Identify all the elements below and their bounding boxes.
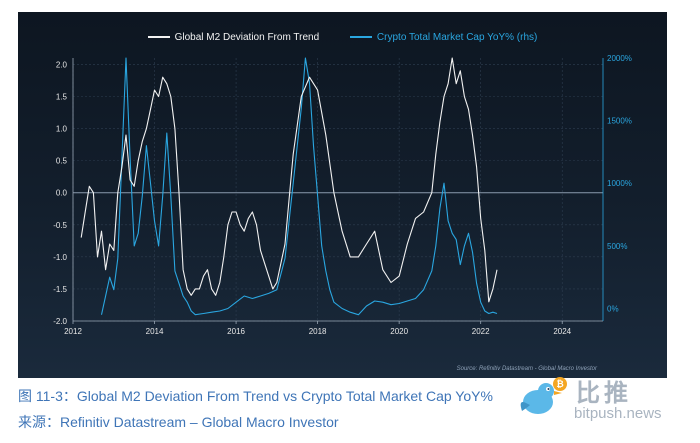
- bitpush-watermark: ₿ 比推 bitpush.news: [516, 373, 686, 433]
- left-tick-label: 1.5: [56, 92, 68, 101]
- watermark-brand-cn: 比推: [576, 380, 632, 407]
- source-caption: 来源：Refinitiv Datastream – Global Macro I…: [18, 414, 339, 430]
- legend-swatch-crypto: [349, 36, 372, 38]
- left-tick-label: -1.0: [53, 253, 67, 262]
- left-tick-label: -2.0: [53, 317, 67, 326]
- x-tick-label: 2016: [227, 327, 245, 336]
- left-tick-label: -1.5: [53, 285, 67, 294]
- x-tick-label: 2014: [146, 327, 164, 336]
- figure-caption: 图 11-3：Global M2 Deviation From Trend vs…: [18, 388, 493, 404]
- left-tick-label: 2.0: [56, 60, 68, 69]
- legend-label-m2: Global M2 Deviation From Trend: [174, 31, 320, 43]
- series-line-crypto: [100, 57, 498, 316]
- left-tick-label: -0.5: [53, 221, 67, 230]
- series-line-m2: [80, 57, 498, 303]
- legend-item-crypto: Crypto Total Market Cap YoY% (rhs): [349, 31, 538, 43]
- x-tick-label: 2012: [64, 327, 82, 336]
- chart-legend: Global M2 Deviation From Trend Crypto To…: [18, 30, 667, 43]
- right-tick-label: 2000%: [607, 54, 632, 63]
- left-tick-label: 0.0: [56, 189, 68, 198]
- x-tick-label: 2022: [472, 327, 490, 336]
- right-tick-label: 500%: [607, 242, 627, 251]
- legend-item-m2: Global M2 Deviation From Trend: [147, 31, 320, 43]
- x-tick-label: 2024: [553, 327, 571, 336]
- right-tick-label: 0%: [607, 304, 619, 313]
- right-tick-label: 1500%: [607, 117, 632, 126]
- svg-text:₿: ₿: [556, 379, 563, 389]
- legend-swatch-m2: [147, 36, 170, 38]
- source-note: Source: Refinitiv Datastream - Global Ma…: [456, 366, 597, 372]
- legend-label-crypto: Crypto Total Market Cap YoY% (rhs): [376, 31, 538, 43]
- watermark-brand-url: bitpush.news: [574, 405, 662, 422]
- x-tick-label: 2018: [309, 327, 327, 336]
- bird-with-bitcoin-logo-icon: ₿: [520, 377, 567, 414]
- left-tick-label: 1.0: [56, 125, 68, 134]
- chart-svg: -2.0 -1.5 -1.0 -0.5 0.0 0.5 1.0 1.5 2.0 0% 500% 100…: [53, 54, 632, 336]
- left-tick-label: 0.5: [56, 157, 68, 166]
- chart-panel: -2.0 -1.5 -1.0 -0.5 0.0 0.5 1.0 1.5 2.0 0% 500% 100…: [18, 12, 667, 378]
- right-tick-label: 1000%: [607, 179, 632, 188]
- x-tick-label: 2020: [390, 327, 408, 336]
